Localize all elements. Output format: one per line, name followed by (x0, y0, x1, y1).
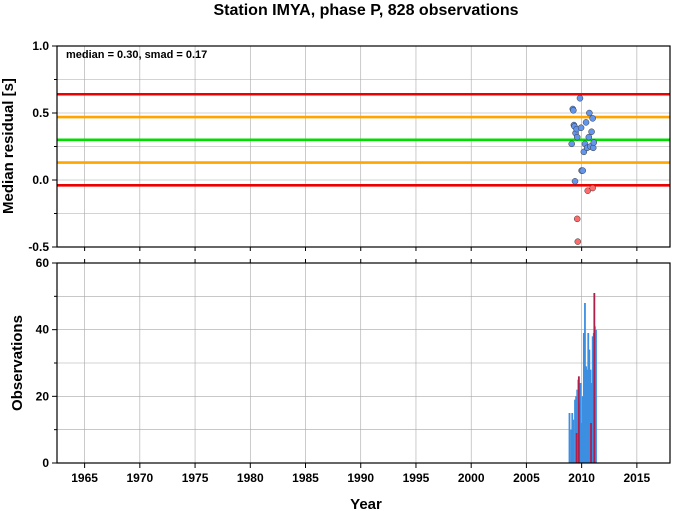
residual-outlier-point (573, 215, 581, 223)
year-tick-label: 1990 (347, 471, 374, 485)
observation-outlier-bar (577, 376, 580, 463)
observation-bar (570, 429, 573, 463)
observation-bar (591, 336, 594, 463)
observation-bar (575, 396, 578, 463)
residual-outlier-point (584, 187, 591, 194)
year-tick-label: 2010 (568, 471, 595, 485)
residual-ylabel: Median residual [s] (0, 78, 17, 214)
observation-bar (581, 396, 584, 463)
residual-point (590, 139, 598, 146)
residual-annotation: median = 0.30, smad = 0.17 (66, 49, 207, 61)
observation-bar (586, 369, 589, 463)
residual-point (571, 178, 579, 185)
observation-bar (576, 389, 579, 463)
year-tick-label: 1965 (71, 471, 98, 485)
observation-bar (584, 303, 586, 463)
observation-bar (589, 369, 592, 463)
observations-ylabel: Observations (9, 315, 26, 411)
observation-bar (582, 333, 585, 463)
observations-ytick-label: 20 (36, 389, 50, 403)
observation-outlier-bar (575, 433, 578, 463)
year-tick-label: 1995 (403, 471, 430, 485)
observation-bar (580, 423, 583, 463)
observations-panel: 60 40 20 0 1965 1970 1975 1980 1985 1990 1995 2000 2… (9, 256, 671, 511)
residual-point (568, 140, 575, 148)
residual-ytick-label: 0.5 (32, 106, 49, 120)
observation-bar (568, 413, 571, 463)
observation-bar (571, 413, 574, 463)
residual-point (585, 133, 593, 141)
year-tick-label: 2000 (458, 471, 485, 485)
residual-point (577, 124, 585, 131)
residual-point (586, 109, 593, 117)
residual-point (576, 95, 584, 102)
residual-ytick-label: 0.0 (32, 173, 49, 187)
residual-ytick-label: -0.5 (28, 240, 49, 254)
observations-ytick-label: 40 (36, 323, 50, 337)
observation-bar (587, 333, 590, 463)
year-tick-label: 2005 (513, 471, 540, 485)
year-tick-label: 1970 (126, 471, 153, 485)
observation-bar (595, 329, 597, 463)
residual-point (570, 107, 577, 114)
year-tick-label: 1985 (292, 471, 319, 485)
year-xlabel: Year (350, 496, 382, 511)
residual-point (582, 119, 590, 126)
observation-bar (579, 383, 582, 463)
residual-point (589, 144, 597, 152)
year-tick-label: 1980 (237, 471, 264, 485)
chart-title: Station IMYA, phase P, 828 observations (214, 2, 519, 19)
year-tick-label: 1975 (182, 471, 209, 485)
year-tick-label: 2015 (624, 471, 651, 485)
observation-bar (574, 399, 576, 463)
residual-point (588, 128, 595, 136)
residual-outlier-point (589, 184, 596, 192)
observation-outlier-bar (590, 423, 592, 463)
observation-bar (588, 349, 591, 463)
observation-outlier-bar (593, 293, 596, 463)
observations-ytick-label: 60 (36, 256, 50, 270)
residual-point (579, 167, 586, 174)
residual-panel: 1.0 0.5 0.0 -0.5 median = 0.30, smad = 0.17… (0, 39, 671, 254)
residual-outlier-point (574, 238, 582, 245)
residual-ytick-label: 1.0 (32, 39, 49, 53)
observations-ytick-label: 0 (42, 456, 49, 470)
observation-bar (572, 419, 575, 463)
residual-point (589, 115, 596, 122)
residual-point (573, 133, 581, 141)
observation-bar (585, 366, 587, 463)
